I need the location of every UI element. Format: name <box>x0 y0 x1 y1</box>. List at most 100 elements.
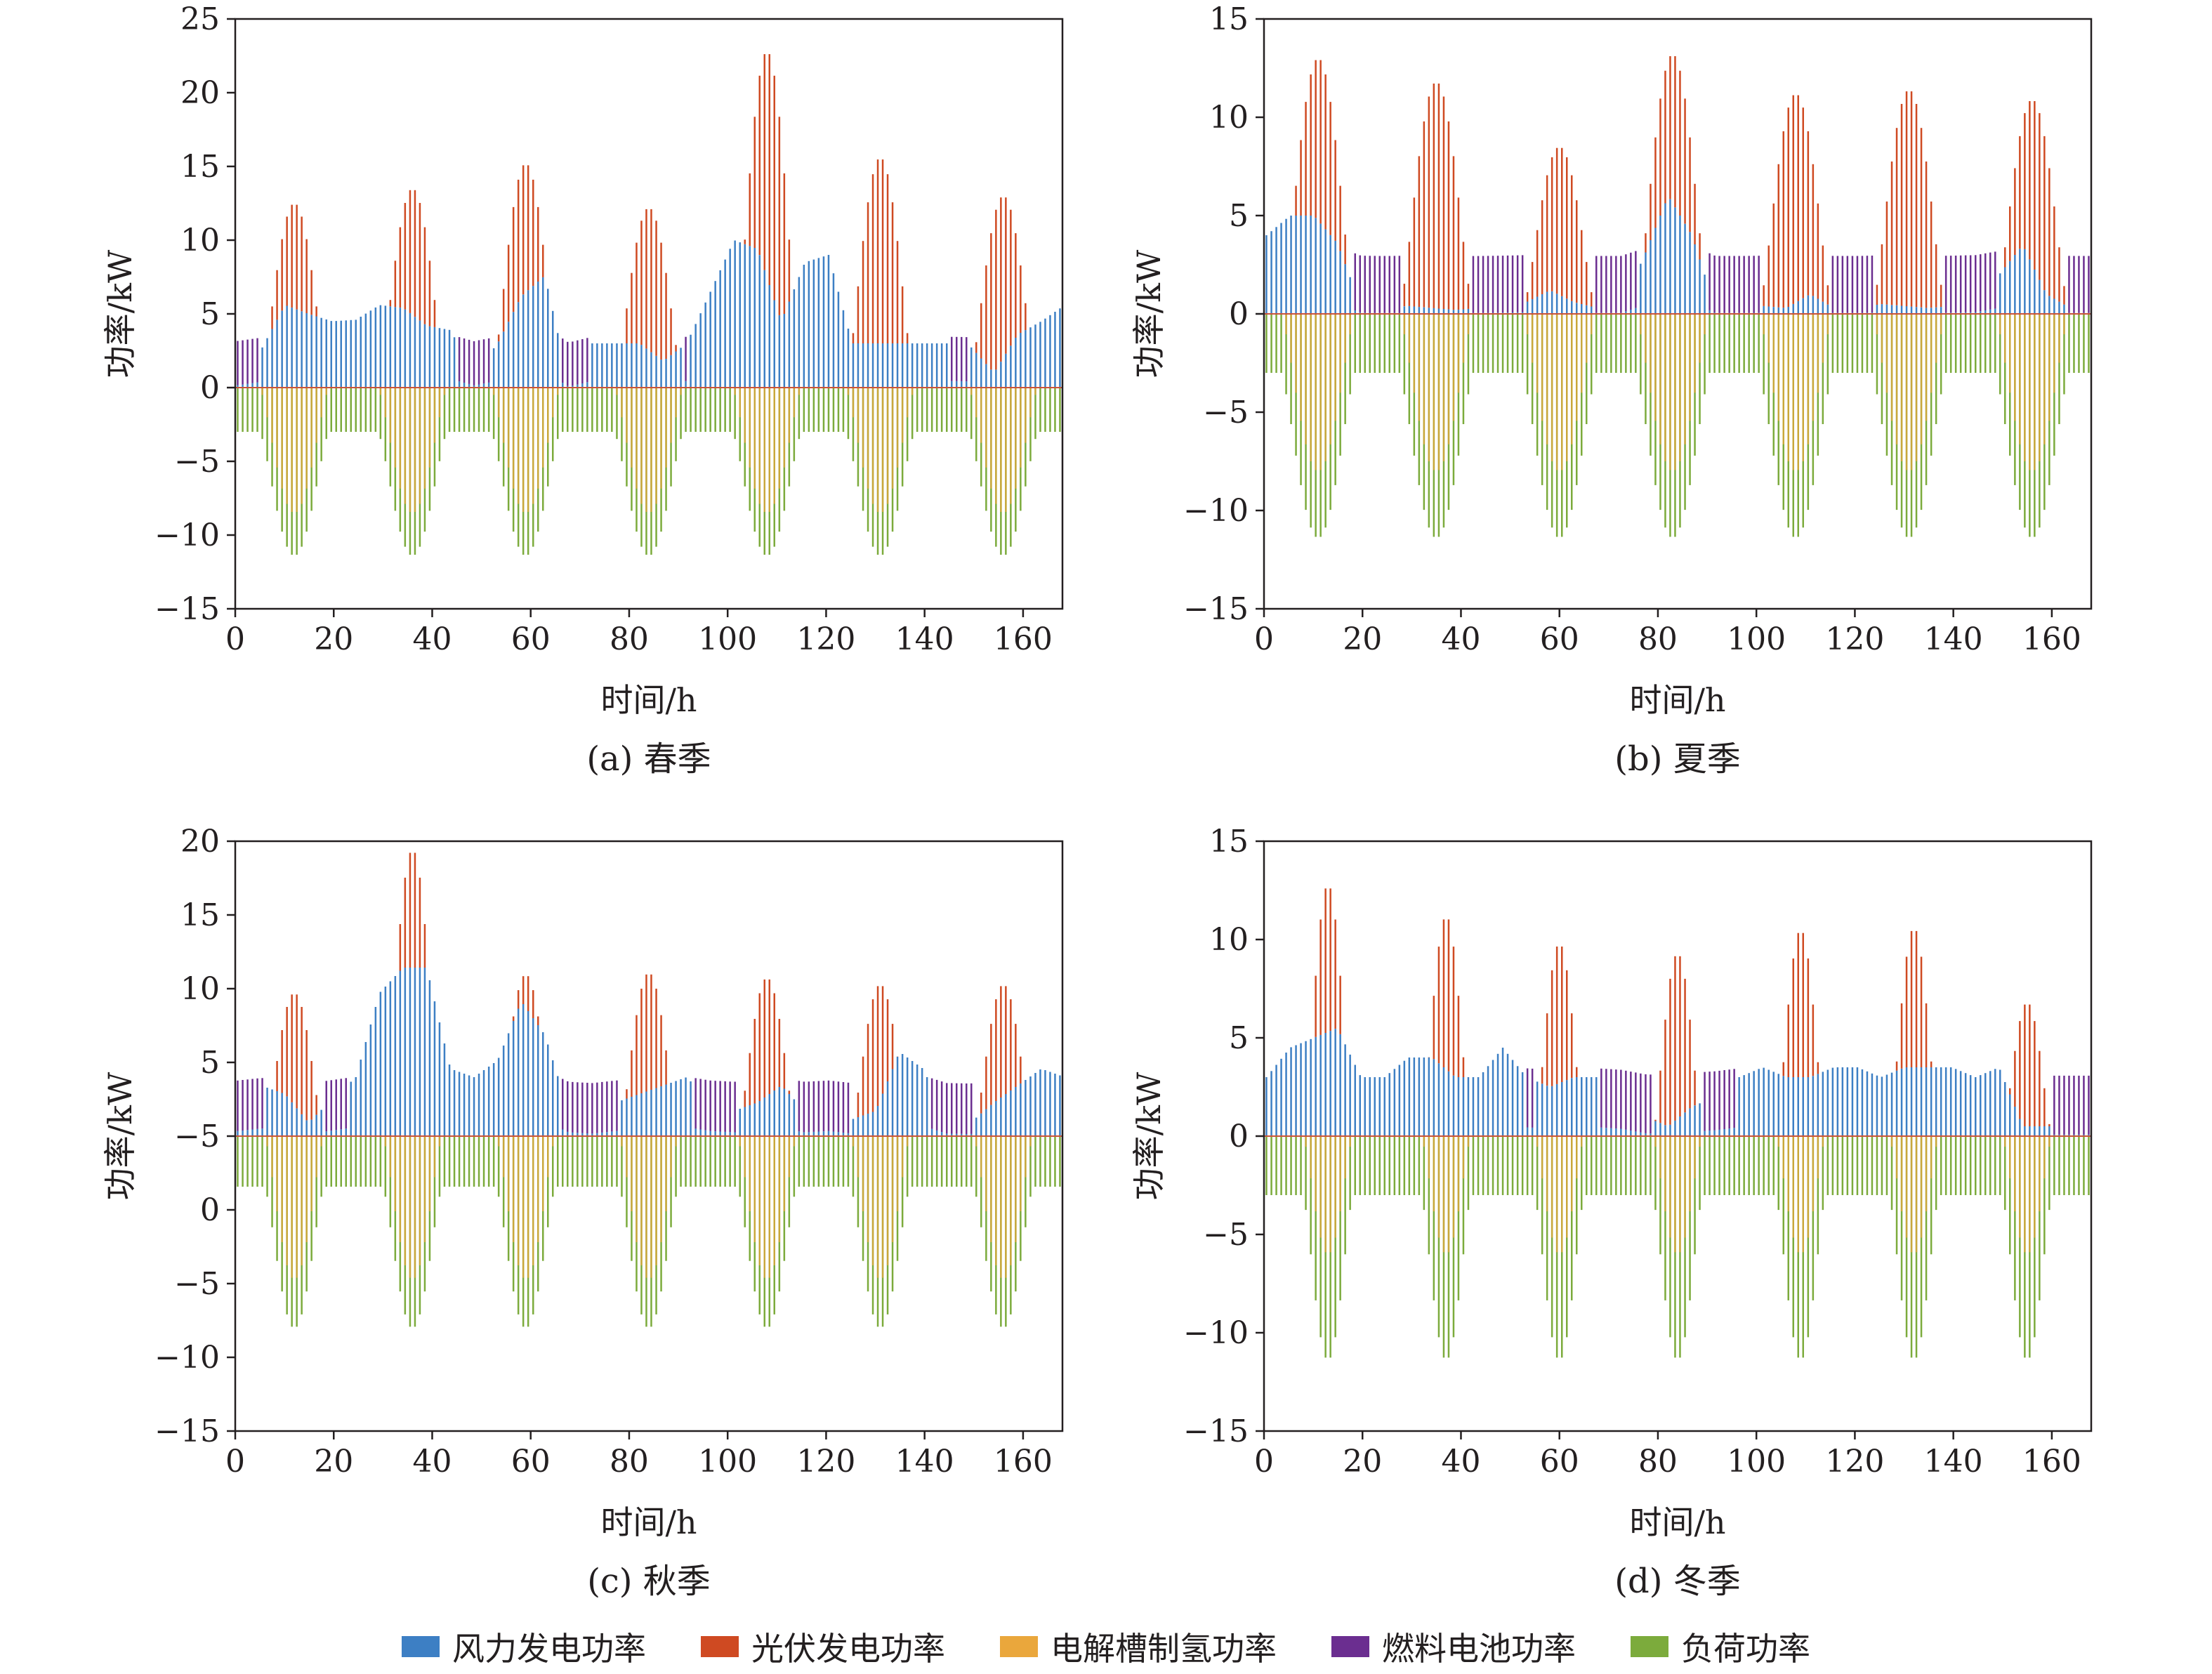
bar-wind-h62 <box>542 1032 544 1136</box>
bar-wind-h63 <box>547 1044 549 1136</box>
bar-pv-h114 <box>1826 285 1829 305</box>
bar-wind-h164 <box>1044 1070 1046 1136</box>
bar-wind-h20 <box>335 1130 337 1136</box>
bar-electrolyzer-h88 <box>670 1136 672 1178</box>
bar-load-h138 <box>916 1136 919 1187</box>
bar-load-h20 <box>1364 314 1366 373</box>
bar-load-h121 <box>832 388 835 432</box>
bar-electrolyzer-h109 <box>773 388 775 504</box>
bar-pv-h34 <box>1433 996 1435 1060</box>
bar-load-h145 <box>1980 314 1982 373</box>
bar-electrolyzer-h59 <box>1555 314 1558 470</box>
bar-pv-h57 <box>1546 1013 1548 1086</box>
bar-electrolyzer-h79 <box>626 388 628 443</box>
bar-pv-h135 <box>901 286 904 343</box>
bar-wind-h161 <box>2058 301 2060 314</box>
bar-fuelcell-h146 <box>956 336 958 381</box>
bar-load-h6 <box>1295 1136 1297 1195</box>
bar-pv-h150 <box>2004 247 2006 268</box>
bar-wind-h154 <box>2024 249 2026 314</box>
bar-wind-h59 <box>527 290 529 388</box>
bar-wind-h78 <box>621 343 623 388</box>
bar-load-h70 <box>581 388 584 432</box>
bar-electrolyzer-h81 <box>1664 314 1666 461</box>
bar-wind-h145 <box>951 1133 953 1136</box>
bar-wind-h87 <box>1694 1105 1696 1137</box>
bar-wind-h70 <box>581 383 584 388</box>
bar-load-h120 <box>1856 1136 1859 1195</box>
bar-wind-h94 <box>699 313 702 388</box>
bar-load-h165 <box>1049 388 1051 432</box>
bar-electrolyzer-h79 <box>1654 314 1657 421</box>
bar-load-h144 <box>1975 1136 1977 1195</box>
bar-wind-h55 <box>507 1033 510 1136</box>
bar-pv-h13 <box>301 1007 303 1114</box>
bar-fuelcell-h51 <box>487 338 490 383</box>
bar-pv-h128 <box>867 202 869 343</box>
bar-fuelcell-h2 <box>246 339 249 384</box>
bar-pv-h87 <box>1694 1070 1696 1106</box>
bar-wind-h124 <box>1876 304 1878 314</box>
bar-electrolyzer-h64 <box>552 1136 554 1147</box>
bar-load-h1 <box>1270 314 1272 373</box>
bar-load-h143 <box>940 388 943 432</box>
bar-fuelcell-h90 <box>1709 253 1711 310</box>
bar-wind-h133 <box>891 343 894 388</box>
bar-wind-h28 <box>374 1007 377 1136</box>
bar-load-h136 <box>1935 314 1937 424</box>
bar-wind-h12 <box>1324 229 1326 314</box>
bar-group <box>1265 56 2090 537</box>
bar-load-h105 <box>1782 1136 1784 1255</box>
bar-load-h24 <box>1383 314 1385 373</box>
bar-pv-h34 <box>1433 84 1435 308</box>
bar-fuelcell-h24 <box>1383 256 1385 313</box>
bar-fuelcell-h144 <box>1975 255 1977 312</box>
bar-pv-h83 <box>1674 956 1676 1121</box>
bar-load-h98 <box>1748 1136 1750 1195</box>
bar-wind-h36 <box>414 317 416 388</box>
bar-electrolyzer-h104 <box>749 1136 751 1211</box>
bar-electrolyzer-h127 <box>862 1136 864 1211</box>
bar-fuelcell-h94 <box>699 1079 702 1130</box>
bar-electrolyzer-h54 <box>1531 314 1534 363</box>
bar-load-h118 <box>1846 1136 1849 1195</box>
bar-wind-h62 <box>542 277 544 388</box>
bar-electrolyzer-h158 <box>2043 1136 2046 1179</box>
bar-load-h147 <box>961 1136 963 1187</box>
bar-pv-h126 <box>857 286 860 343</box>
bar-pv-h112 <box>788 1090 791 1094</box>
bar-load-h96 <box>1738 1136 1740 1195</box>
bar-wind-h30 <box>384 305 387 388</box>
bar-wind-h163 <box>2068 1134 2070 1136</box>
bar-pv-h80 <box>1659 1070 1661 1123</box>
bar-electrolyzer-h125 <box>1881 314 1883 363</box>
bar-wind-h92 <box>690 334 692 388</box>
bar-electrolyzer-h39 <box>428 388 431 468</box>
bar-pv-h10 <box>286 216 288 306</box>
bar-wind-h21 <box>340 320 342 388</box>
bar-fuelcell-h93 <box>1723 1070 1725 1129</box>
bar-load-h40 <box>433 1136 436 1227</box>
bar-electrolyzer-h135 <box>1930 314 1933 393</box>
bar-fuelcell-h46 <box>1492 256 1494 313</box>
bar-load-h160 <box>1025 1136 1027 1227</box>
bar-wind-h103 <box>744 244 746 388</box>
bar-pv-h83 <box>645 209 647 349</box>
bar-electrolyzer-h7 <box>271 388 273 443</box>
bar-wind-h68 <box>572 385 574 388</box>
bar-electrolyzer-h38 <box>423 1136 426 1242</box>
bar-load-h91 <box>1713 1136 1716 1195</box>
bar-pv-h151 <box>980 1093 982 1114</box>
bar-fuelcell-h4 <box>256 338 258 383</box>
bar-wind-h160 <box>2053 298 2055 314</box>
bar-load-h120 <box>827 388 830 432</box>
bar-pv-h86 <box>660 242 662 360</box>
bar-electrolyzer-h64 <box>1581 314 1583 393</box>
bar-wind-h69 <box>577 384 579 388</box>
bar-wind-h56 <box>512 1021 515 1136</box>
bar-wind-h135 <box>1930 1067 1933 1136</box>
bar-electrolyzer-h35 <box>1437 1136 1440 1238</box>
bar-fuelcell-h97 <box>714 1081 716 1132</box>
bar-load-h0 <box>237 1136 239 1187</box>
bar-pv-h33 <box>399 924 402 971</box>
